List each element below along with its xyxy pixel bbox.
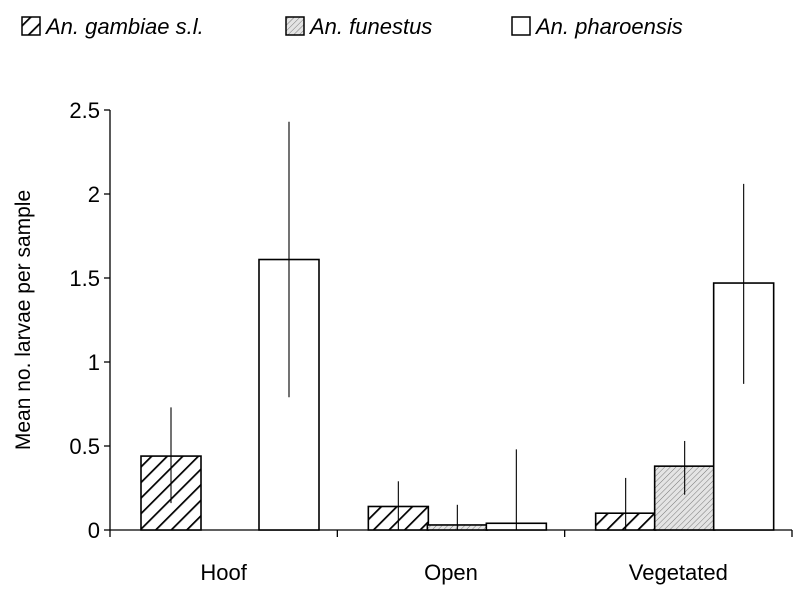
bars [140, 258, 775, 531]
legend-label: An. gambiae s.l. [44, 14, 204, 39]
category-label: Vegetated [629, 560, 728, 585]
legend-swatch [285, 16, 305, 36]
category-label: Open [424, 560, 478, 585]
y-tick-label: 2.5 [69, 98, 100, 123]
y-tick-label: 0 [88, 518, 100, 543]
legend-label: An. funestus [308, 14, 432, 39]
y-tick-label: 1 [88, 350, 100, 375]
legend-label: An. pharoensis [534, 14, 683, 39]
error-bars [170, 121, 745, 530]
y-tick-label: 0.5 [69, 434, 100, 459]
y-tick-label: 1.5 [69, 266, 100, 291]
y-axis-title: Mean no. larvae per sample [12, 190, 35, 450]
y-tick-label: 2 [88, 182, 100, 207]
legend-swatch [21, 16, 41, 36]
legend: An. gambiae s.l. An. funestus An. pharoens… [21, 14, 683, 39]
category-label: Hoof [200, 560, 247, 585]
legend-swatch [511, 16, 531, 36]
axes: 0 0.5 1 1.5 2 2.5 Hoof Open Vegetated [69, 98, 793, 585]
